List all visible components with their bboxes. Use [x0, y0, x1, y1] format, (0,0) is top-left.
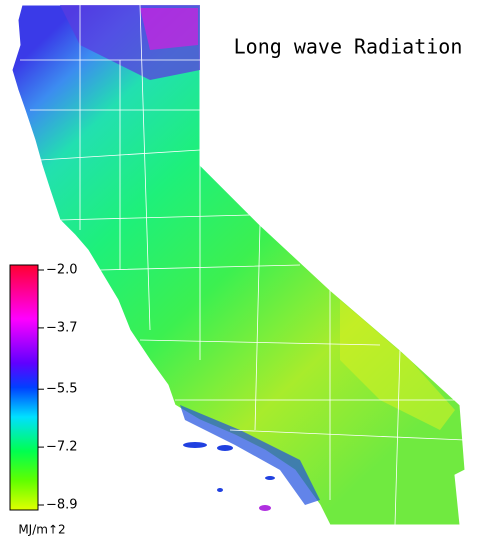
north-peak-zone — [140, 8, 198, 50]
california-shape — [11, 4, 466, 526]
colorbar-tick-label: −8.9 — [46, 498, 78, 513]
map-title: Long wave Radiation — [234, 35, 463, 59]
colorbar — [9, 264, 39, 511]
islands — [183, 442, 275, 511]
colorbar-tick-label: −2.0 — [46, 263, 78, 278]
south-coast-zone — [180, 405, 320, 505]
colorbar-tick-label: −7.2 — [46, 440, 78, 455]
colorbar-tick-label: −5.5 — [46, 382, 78, 397]
southeast-zone — [340, 300, 455, 430]
colorbar-tick-label: −3.7 — [46, 320, 78, 335]
colorbar-units: MJ/m↑2 — [18, 523, 65, 537]
county-lines — [20, 4, 466, 526]
